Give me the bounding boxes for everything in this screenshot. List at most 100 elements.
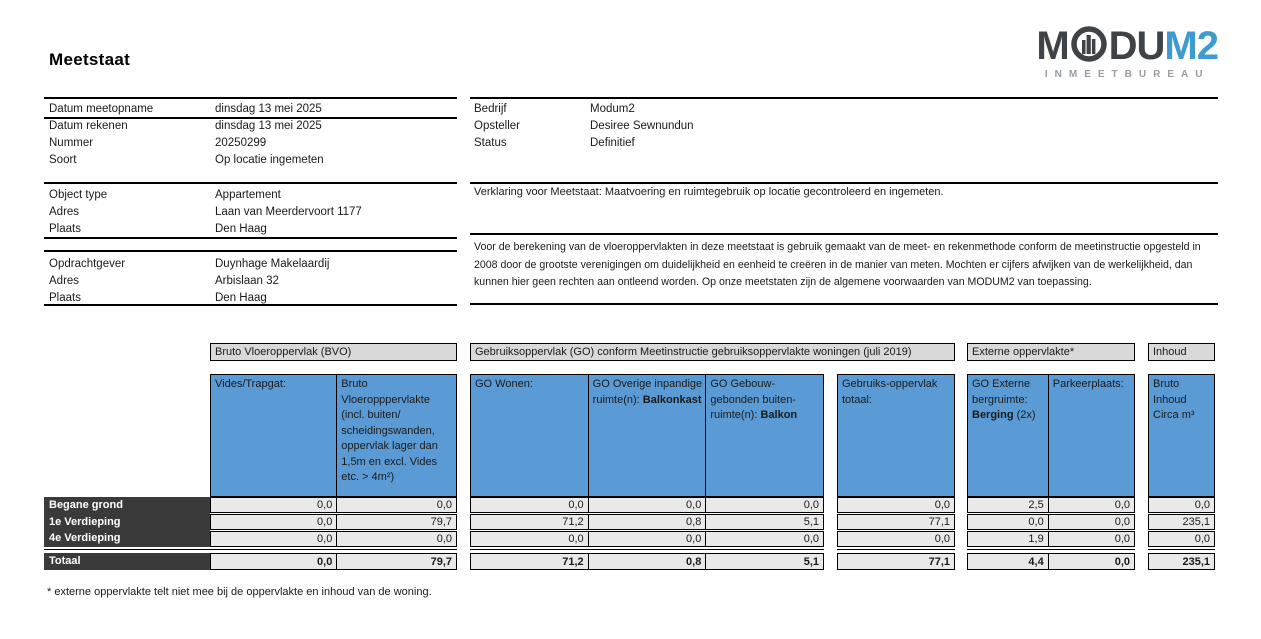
divider (470, 303, 1218, 305)
total-cell: 4,4 (1028, 555, 1044, 568)
data-cell: 0,0 (1028, 516, 1044, 528)
meta-value: Den Haag (215, 291, 267, 304)
total-divider (44, 549, 457, 550)
data-cell: 0,0 (317, 516, 333, 528)
data-cell: 0,0 (568, 499, 584, 511)
data-cell: 0,0 (934, 499, 950, 511)
building-icon (1070, 25, 1108, 68)
row-label: 4e Verdieping (49, 532, 121, 545)
total-divider (967, 549, 1135, 550)
meta-value: Modum2 (590, 102, 635, 115)
meta-label: Bedrijf (474, 102, 507, 115)
meta-value: Desiree Sewnundun (590, 119, 694, 132)
data-cell: 0,0 (317, 499, 333, 511)
column-header-bvo: Bruto Vloeropppervlakte (incl. buiten/ s… (336, 375, 456, 496)
divider (470, 97, 1218, 99)
total-divider (837, 549, 955, 550)
page-title: Meetstaat (49, 50, 131, 69)
logo-text-du: DU (1108, 24, 1166, 68)
divider (44, 182, 457, 184)
divider (44, 97, 457, 99)
meta-label: Soort (49, 154, 77, 167)
row-label: Begane grond (49, 499, 123, 511)
meta-label: Plaats (49, 222, 81, 235)
column-header-vides: Vides/Trapgat: (215, 378, 286, 390)
data-cell: 71,2 (562, 516, 584, 528)
data-cell: 0,8 (587, 515, 706, 529)
total-cell: 79,7 (336, 554, 456, 569)
logo-text-m: M (1036, 24, 1069, 68)
data-cell: 0,0 (587, 532, 706, 546)
meta-label: Adres (49, 205, 80, 218)
data-cell: 0,0 (1047, 532, 1134, 546)
data-cell: 0,0 (587, 498, 706, 512)
data-cell: 0,0 (1194, 533, 1210, 545)
total-row-label: Totaal (44, 553, 210, 570)
data-cell: 1,9 (1028, 533, 1044, 545)
data-cell: 0,0 (1047, 498, 1134, 512)
column-header-go-buiten: GO Gebouw-gebonden buiten-ruimte(n): Bal… (705, 375, 823, 496)
data-cell: 0,0 (705, 498, 823, 512)
total-cell: 0,0 (1047, 554, 1134, 569)
column-header-go-wonen: GO Wonen: (475, 378, 533, 390)
meta-label: Nummer (49, 136, 94, 149)
column-header-inhoud: Bruto Inhoud Circa m³ (1153, 378, 1195, 421)
meta-label: Object type (49, 188, 108, 201)
total-cell: 71,2 (562, 555, 584, 568)
total-cell: 5,1 (705, 554, 823, 569)
measurement-table: Bruto Vloeroppervlak (BVO) Gebruiksopper… (44, 343, 1215, 575)
data-cell: 79,7 (336, 515, 456, 529)
column-header-parkeerplaats: Parkeerplaats: (1047, 375, 1134, 496)
group-header-go: Gebruiksoppervlak (GO) conform Meetinstr… (475, 345, 912, 358)
meta-block-object: Object type Appartement Adres Laan van Mee… (49, 186, 362, 238)
column-header-go-totaal: Gebruiks-oppervlak totaal: (842, 378, 938, 406)
meta-label: Opsteller (474, 119, 521, 132)
meta-label: Datum meetopname (49, 102, 154, 115)
table-group-headers: Bruto Vloeroppervlak (BVO) Gebruiksopper… (210, 343, 1215, 361)
meta-block-dates: Datum meetopname dinsdag 13 mei 2025 Datu… (49, 100, 324, 169)
column-header-go-overig: GO Overige inpandige ruimte(n): Balkonka… (587, 375, 706, 496)
group-header-extern: Externe oppervlakte* (972, 345, 1075, 358)
meta-value: Den Haag (215, 222, 267, 235)
meta-value: Definitief (590, 136, 635, 149)
table-row: 0,0 0,0 0,0 0,0 0,0 0,0 2,5 0,0 0,0 (210, 497, 1215, 513)
divider (44, 250, 457, 252)
divider (470, 182, 1218, 184)
data-cell: 0,0 (1194, 499, 1210, 511)
total-divider (470, 549, 824, 550)
data-cell: 2,5 (1028, 499, 1044, 511)
data-cell: 0,0 (1047, 515, 1134, 529)
data-cell: 0,0 (705, 532, 823, 546)
meta-block-client: Opdrachtgever Duynhage Makelaardij Adres A… (49, 255, 329, 307)
divider (44, 117, 457, 119)
row-label: 1e Verdieping (49, 515, 121, 528)
logo-subtitle: INMEETBUREAU (1044, 69, 1210, 80)
total-cell: 77,1 (928, 555, 950, 568)
total-cell: 235,1 (1182, 555, 1210, 568)
data-cell: 235,1 (1182, 516, 1210, 528)
total-cell: 0,0 (317, 555, 333, 568)
table-column-headers: Vides/Trapgat: Bruto Vloeropppervlakte (… (210, 374, 1215, 497)
column-header-bergruimte: GO Externe bergruimte: Berging (2x) (972, 378, 1036, 421)
meta-value: 20250299 (215, 136, 267, 149)
logo: M DU M2 INMEETBUREAU (1036, 24, 1219, 80)
meta-label: Opdrachtgever (49, 257, 126, 270)
meta-block-company: Bedrijf Modum2 Opsteller Desiree Sewnundun… (474, 100, 694, 152)
table-row: 0,0 79,7 71,2 0,8 5,1 77,1 0,0 0,0 235,1 (210, 514, 1215, 530)
data-cell: 0,0 (934, 533, 950, 545)
data-cell: 5,1 (705, 515, 823, 529)
meta-label: Adres (49, 274, 80, 287)
divider (470, 233, 1218, 235)
group-header-bvo: Bruto Vloeroppervlak (BVO) (215, 345, 352, 358)
meta-value: dinsdag 13 mei 2025 (215, 119, 322, 132)
logo-text-m2: M2 (1164, 24, 1219, 68)
divider (44, 237, 457, 239)
meta-value: dinsdag 13 mei 2025 (215, 102, 322, 115)
meta-value: Op locatie ingemeten (215, 154, 324, 167)
total-divider (1148, 549, 1215, 550)
data-cell: 0,0 (317, 533, 333, 545)
total-cell: 0,8 (587, 554, 706, 569)
meta-value: Duynhage Makelaardij (215, 257, 330, 270)
meta-value: Arbislaan 32 (215, 274, 279, 287)
data-cell: 0,0 (336, 532, 456, 546)
